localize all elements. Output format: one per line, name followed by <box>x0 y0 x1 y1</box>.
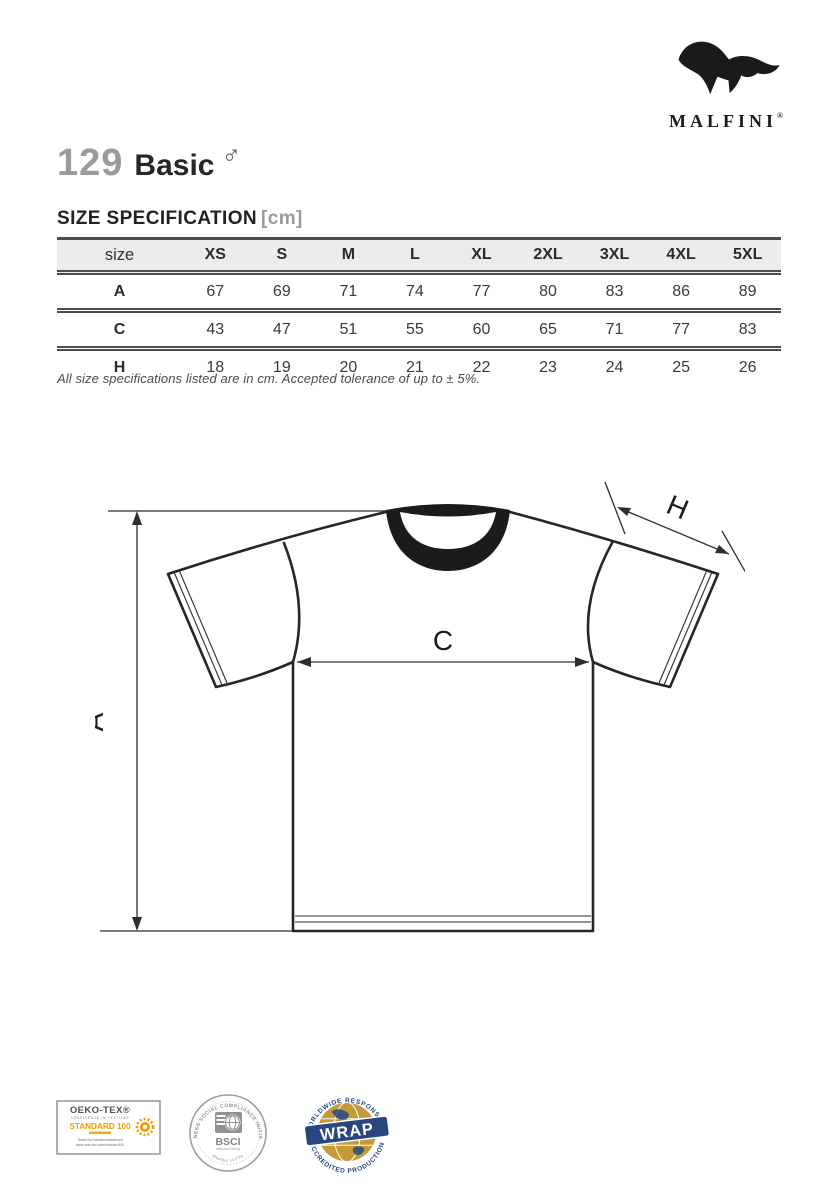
bird-icon <box>678 41 780 95</box>
cell: 74 <box>406 282 424 300</box>
col-header: L <box>410 246 420 263</box>
bsci-center-text: BSCI <box>215 1136 240 1148</box>
cell: 24 <box>605 358 624 376</box>
size-table-corner: size <box>104 245 135 264</box>
cell: 69 <box>272 282 291 300</box>
col-header: 3XL <box>599 246 630 263</box>
cell: 80 <box>539 282 557 300</box>
cell: 47 <box>272 320 291 338</box>
oeko-line1: Tested for harmful substances <box>77 1138 123 1142</box>
dimension-h-line <box>618 507 730 555</box>
cell: 77 <box>472 282 491 300</box>
left-armhole-seam <box>282 541 301 664</box>
cell: 23 <box>539 358 557 376</box>
dimension-lines <box>100 481 745 932</box>
table-row: C 43 47 51 55 60 65 71 77 83 <box>57 311 781 349</box>
brand-logo: MALFINI® <box>641 34 811 132</box>
cell: 65 <box>539 320 557 338</box>
cell: 51 <box>339 320 358 338</box>
table-row: A 67 69 71 74 77 80 83 86 89 <box>57 273 781 311</box>
oeko-cert-number-line <box>89 1131 111 1135</box>
wrap-banner: WRAP <box>303 1115 391 1147</box>
product-name: Basic <box>134 149 215 182</box>
cell: 67 <box>206 282 225 300</box>
cell: 77 <box>672 320 690 338</box>
globe-icon <box>215 1112 242 1133</box>
right-armhole-seam <box>586 541 614 664</box>
tolerance-note: All size specifications listed are in cm… <box>57 371 481 386</box>
section-heading: SIZE SPECIFICATION [cm] <box>57 208 303 230</box>
product-title: 129 Basic ♂ <box>57 140 241 185</box>
label-c: C <box>433 625 453 656</box>
cell: 55 <box>406 320 424 338</box>
registered-mark: ® <box>777 111 783 120</box>
row-label: C <box>113 320 126 338</box>
oeko-tagline: CONFIDENCE IN TEXTILES <box>71 1116 130 1120</box>
col-header: 5XL <box>733 246 763 263</box>
dimension-arrowheads <box>132 507 729 931</box>
wrap-badge: WORLDWIDE RESPONSIBLE ACCREDITED PRODUCT… <box>302 1087 392 1177</box>
bsci-footer: Member of FTA <box>212 1153 245 1163</box>
size-table-header-row: size XS S M L XL 2XL 3XL 4XL 5XL <box>57 238 781 273</box>
cell: 60 <box>472 320 491 338</box>
sun-icon <box>135 1117 155 1137</box>
size-table: size XS S M L XL 2XL 3XL 4XL 5XL A 67 69… <box>57 237 781 384</box>
brand-wordmark: MALFINI® <box>641 111 811 132</box>
section-unit: [cm] <box>261 208 303 229</box>
oeko-brand-text: OEKO-TEX® <box>70 1105 130 1116</box>
size-diagram: A C H <box>95 481 745 933</box>
seam-detail-lines <box>173 569 713 923</box>
oeko-tex-badge: OEKO-TEX® CONFIDENCE IN TEXTILES STANDAR… <box>56 1100 161 1155</box>
tshirt-outline <box>166 510 720 933</box>
col-header: XS <box>204 246 226 263</box>
cell: 18 <box>206 358 225 376</box>
row-label: H <box>113 358 126 376</box>
cell: 86 <box>672 282 690 300</box>
cell: 19 <box>272 358 291 376</box>
cell: 71 <box>605 320 624 338</box>
cell: 89 <box>738 282 757 300</box>
cell: 26 <box>738 358 757 376</box>
table-row: H 18 19 20 21 22 23 24 25 26 <box>57 349 781 385</box>
cell: 25 <box>672 358 690 376</box>
cell: 21 <box>406 358 424 376</box>
section-title: SIZE SPECIFICATION <box>57 208 258 229</box>
cell: 22 <box>472 358 491 376</box>
cell: 43 <box>206 320 225 338</box>
col-header: XL <box>471 246 492 263</box>
bsci-url: www.bsci-intl.org <box>216 1147 240 1151</box>
cell: 71 <box>339 282 358 300</box>
oeko-line2: www.oeko-tex.com/standard100 <box>76 1143 124 1147</box>
cell: 20 <box>339 358 358 376</box>
label-h: H <box>662 489 693 525</box>
cell: 83 <box>605 282 624 300</box>
col-header: 4XL <box>666 246 696 263</box>
row-label: A <box>113 282 126 300</box>
cell: 83 <box>738 320 757 338</box>
col-header: 2XL <box>533 246 563 263</box>
bsci-badge: BUSINESS SOCIAL COMPLIANCE INITIATIVE BS… <box>188 1092 267 1172</box>
col-header: S <box>276 246 288 263</box>
label-a: A <box>95 712 109 731</box>
male-symbol-icon: ♂ <box>221 140 241 170</box>
product-code: 129 <box>57 142 124 184</box>
collar <box>386 504 510 571</box>
col-header: M <box>341 246 356 263</box>
oeko-standard-text: STANDARD 100 <box>69 1122 131 1131</box>
brand-name: MALFINI <box>669 111 777 131</box>
